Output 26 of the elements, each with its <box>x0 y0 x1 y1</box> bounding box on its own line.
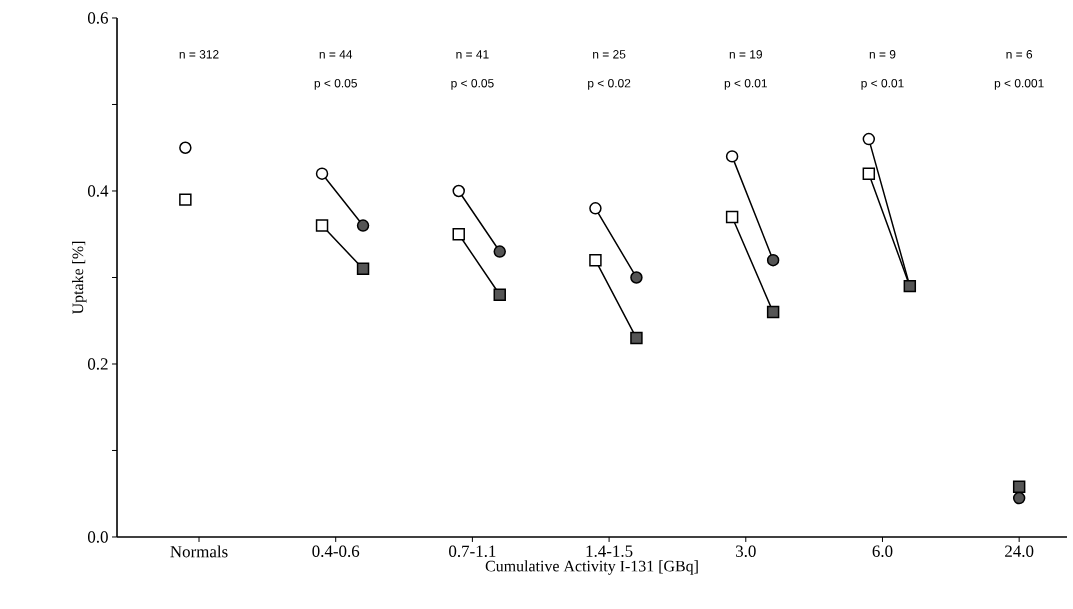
annotation: n = 6 <box>1006 50 1033 59</box>
x-tick-label: Normals <box>170 545 228 558</box>
annotation: n = 44 <box>319 50 353 59</box>
annotation: n = 9 <box>869 50 896 59</box>
x-tick-label: 6.0 <box>872 545 893 557</box>
y-axis-title: Uptake [%] <box>72 241 87 315</box>
y-tick-label: 0.2 <box>87 358 108 370</box>
x-tick-label: 24.0 <box>1005 545 1034 557</box>
annotation: n = 41 <box>456 50 489 59</box>
x-tick-label: 0.7-1.1 <box>449 545 496 557</box>
x-tick-label: 3.0 <box>736 545 756 557</box>
x-tick-label: 0.4-0.6 <box>312 545 360 557</box>
y-tick-label: 0.0 <box>87 531 108 543</box>
annotation: p < 0.001 <box>994 79 1044 90</box>
annotation: p < 0.01 <box>724 79 767 90</box>
annotation: p < 0.01 <box>861 79 904 90</box>
annotation: n = 312 <box>179 50 219 59</box>
annotation: p < 0.02 <box>588 79 631 90</box>
y-tick-label: 0.6 <box>87 12 109 24</box>
y-tick-label: 0.4 <box>87 185 109 197</box>
annotation: p < 0.05 <box>314 79 357 90</box>
annotation: p < 0.05 <box>451 79 494 90</box>
x-tick-label: 1.4-1.5 <box>586 545 633 557</box>
x-axis-title: Cumulative Activity I-131 [GBq] <box>485 560 698 575</box>
annotation: n = 19 <box>729 50 762 59</box>
annotation: n = 25 <box>593 50 626 59</box>
